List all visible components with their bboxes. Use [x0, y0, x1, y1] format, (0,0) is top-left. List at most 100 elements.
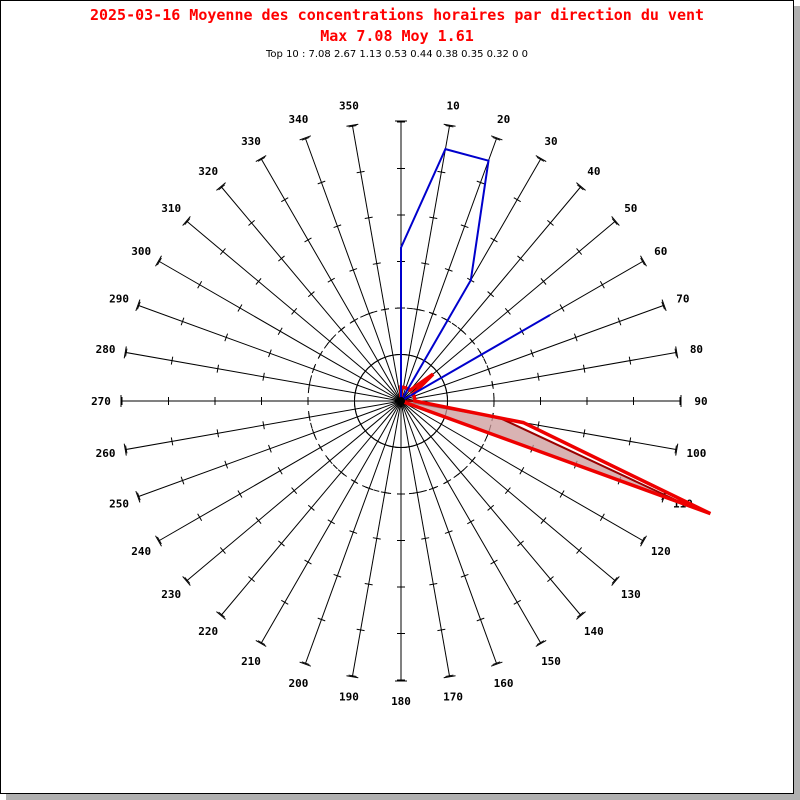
tick-340-6: [301, 136, 310, 141]
tick-260-4: [216, 429, 220, 438]
tick-10-2: [413, 308, 422, 311]
tick-210-5: [281, 599, 289, 605]
tick-280-2: [308, 380, 311, 389]
tick-150-6: [536, 640, 545, 646]
spoke-70: [400, 304, 665, 402]
spoke-cap-100: [675, 443, 679, 456]
series-red: [399, 372, 712, 516]
spoke-cap-300: [155, 255, 162, 267]
center-dot: [397, 397, 405, 405]
spoke-cap-320: [216, 182, 226, 191]
angle-label-120: 120: [651, 545, 671, 558]
tick-280-5: [170, 356, 174, 365]
spoke-cap-240: [155, 535, 162, 547]
tick-320-4: [278, 255, 285, 262]
tick-200-1: [381, 442, 390, 447]
tick-150-2: [443, 479, 452, 484]
tick-230-1: [362, 427, 369, 435]
angle-label-20: 20: [497, 113, 510, 126]
spoke-cap-50: [611, 216, 620, 226]
tick-230-5: [219, 547, 226, 554]
angle-label-30: 30: [544, 135, 557, 148]
spoke-cap-210: [255, 640, 267, 647]
angle-label-170: 170: [443, 690, 463, 703]
tick-160-5: [476, 617, 485, 622]
tick-280-4: [216, 364, 220, 373]
tick-150-5: [513, 599, 521, 605]
tick-10-1: [405, 354, 414, 357]
tick-20-2: [428, 311, 437, 316]
angle-label-340: 340: [288, 113, 308, 126]
angle-label-310: 310: [161, 202, 181, 215]
spoke-cap-170: [443, 675, 456, 679]
tick-310-4: [255, 278, 262, 285]
tick-310-3: [291, 307, 298, 315]
angle-label-80: 80: [690, 343, 703, 356]
spoke-cap-230: [182, 576, 191, 586]
tick-10-5: [437, 170, 446, 174]
tick-60-6: [640, 257, 646, 266]
tick-50-4: [540, 278, 547, 285]
spoke-cap-120: [640, 535, 647, 547]
tick-350-2: [380, 308, 389, 311]
spoke-cap-290: [135, 299, 141, 312]
tick-210-6: [257, 640, 266, 646]
tick-130-1: [433, 427, 440, 435]
angle-label-40: 40: [587, 165, 600, 178]
tick-260-6: [125, 445, 128, 454]
tick-30-4: [490, 237, 498, 243]
tick-240-1: [358, 420, 364, 428]
tick-320-1: [367, 362, 375, 369]
tick-80-4: [582, 364, 586, 373]
tick-40-5: [547, 219, 554, 226]
tick-200-6: [301, 661, 310, 666]
angle-label-70: 70: [676, 292, 689, 305]
tick-330-3: [327, 277, 335, 283]
tick-120-2: [479, 443, 484, 452]
tick-190-6: [348, 674, 357, 677]
tick-170-6: [445, 674, 454, 677]
tick-130-6: [611, 576, 618, 584]
tick-100-6: [674, 445, 677, 454]
tick-140-2: [457, 469, 465, 476]
angle-label-280: 280: [96, 343, 116, 356]
spoke-cap-250: [135, 490, 141, 503]
tick-170-5: [437, 628, 446, 632]
tick-140-5: [547, 576, 554, 583]
series-blue: [398, 147, 551, 404]
tick-80-5: [628, 356, 632, 365]
tick-140-1: [427, 433, 435, 440]
tick-160-4: [460, 573, 469, 578]
tick-340-5: [317, 180, 326, 185]
tick-320-3: [307, 291, 315, 298]
tick-30-6: [536, 156, 545, 162]
tick-300-3: [277, 327, 283, 335]
angle-label-190: 190: [339, 690, 359, 703]
tick-50-2: [469, 337, 476, 345]
tick-30-5: [513, 197, 521, 203]
tick-220-2: [337, 469, 345, 476]
tick-100-5: [628, 437, 632, 446]
spoke-cap-260: [123, 443, 127, 456]
tick-210-1: [374, 438, 382, 444]
tick-50-3: [504, 307, 511, 315]
tick-40-4: [517, 255, 524, 262]
tick-260-1: [354, 405, 357, 414]
spoke-cap-60: [640, 255, 647, 267]
tick-140-4: [517, 540, 524, 547]
tick-260-5: [170, 437, 174, 446]
spoke-cap-350: [346, 123, 359, 127]
tick-210-2: [350, 479, 359, 484]
series-dark-red-filled: [400, 387, 686, 506]
tick-200-2: [365, 486, 374, 491]
spoke-cap-330: [255, 155, 267, 162]
tick-290-2: [311, 365, 316, 374]
tick-160-2: [428, 486, 437, 491]
tick-10-4: [429, 216, 438, 220]
tick-140-6: [576, 611, 584, 618]
tick-120-1: [438, 420, 444, 428]
tick-170-2: [413, 491, 422, 494]
tick-300-4: [237, 304, 243, 312]
tick-240-6: [156, 536, 162, 545]
